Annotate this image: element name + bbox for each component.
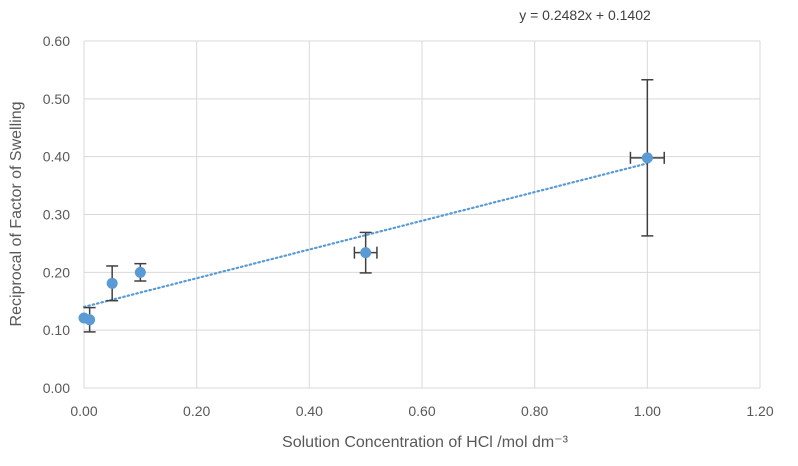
x-tick-label: 0.80 (521, 403, 548, 419)
y-tick-labels: 0.00 0.10 0.20 0.30 0.40 0.50 0.60 (43, 33, 70, 396)
x-tick-labels: 0.00 0.20 0.40 0.60 0.80 1.00 1.20 (70, 403, 773, 419)
x-tick-label: 1.00 (634, 403, 661, 419)
x-tick-label: 0.20 (183, 403, 210, 419)
x-tick-label: 1.20 (746, 403, 773, 419)
data-point (84, 314, 96, 326)
y-tick-label: 0.10 (43, 322, 70, 338)
data-points (78, 152, 653, 326)
x-axis-title: Solution Concentration of HCl /mol dm⁻³ (282, 434, 569, 451)
x-tick-label: 0.40 (296, 403, 323, 419)
trendline (82, 162, 649, 309)
trendline-group (82, 162, 649, 309)
y-tick-label: 0.30 (43, 207, 70, 223)
y-tick-label: 0.50 (43, 91, 70, 107)
x-tick-label: 0.60 (408, 403, 435, 419)
data-point (134, 266, 146, 278)
y-axis-title: Reciprocal of Factor of Swelling (8, 102, 25, 327)
x-tick-label: 0.00 (70, 403, 97, 419)
y-tick-label: 0.20 (43, 264, 70, 280)
y-tick-label: 0.40 (43, 149, 70, 165)
error-bars (83, 78, 665, 333)
trendline-equation: y = 0.2482x + 0.1402 (519, 7, 651, 23)
data-point (360, 247, 372, 259)
data-point (641, 152, 653, 164)
y-tick-label: 0.60 (43, 33, 70, 49)
grid (83, 40, 761, 389)
y-tick-label: 0.00 (43, 380, 70, 396)
data-point (106, 277, 118, 289)
